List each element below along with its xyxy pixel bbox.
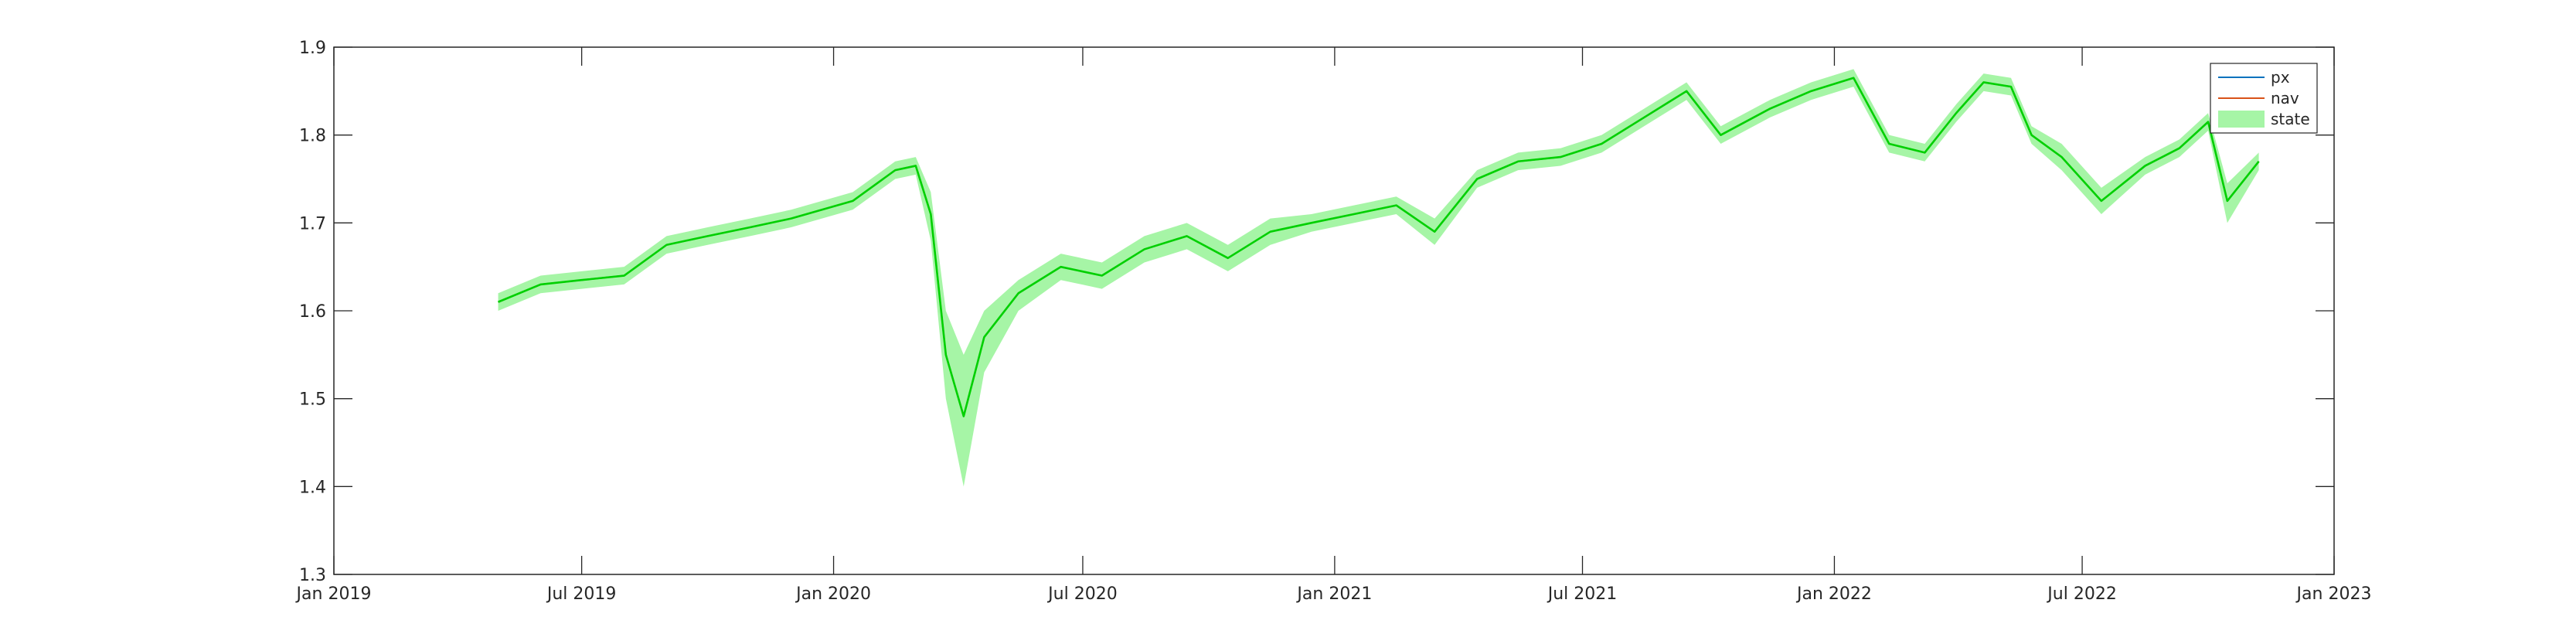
x-tick-label: Jul 2022 [2046,584,2117,604]
legend-px-label: px [2271,68,2290,87]
y-tick-label: 1.4 [299,478,326,497]
plot-area [334,47,2334,574]
y-tick-label: 1.6 [299,302,326,322]
tick-mark-layer [333,46,2335,575]
x-tick-label: Jan 2020 [795,584,871,604]
x-tick-label: Jan 2019 [295,584,372,604]
y-tick-label: 1.7 [299,214,326,233]
x-tick-label: Jan 2023 [2295,584,2372,604]
y-axis-tick-labels: 1.3 1.4 1.5 1.6 1.7 1.8 1.9 [299,39,326,585]
x-tick-label: Jul 2021 [1547,584,1618,604]
x-tick-label: Jan 2022 [1795,584,1872,604]
series-line-layer [498,77,2260,417]
x-tick-label: Jan 2021 [1295,584,1372,604]
x-axis-tick-labels: Jan 2019 Jul 2019 Jan 2020 Jul 2020 Jan 2021… [295,584,2372,604]
y-tick-label: 1.8 [299,127,326,146]
y-tick-label: 1.5 [299,390,326,410]
y-tick-label: 1.9 [299,39,326,58]
x-tick-label: Jul 2020 [1046,584,1118,604]
legend-state-label: state [2271,110,2310,128]
y-tick-label: 1.3 [299,566,326,585]
series-line-state [498,77,2260,417]
x-tick-label: Jul 2019 [546,584,617,604]
legend-state-swatch [2218,111,2265,128]
legend: px nav state [2210,63,2318,134]
legend-nav-label: nav [2271,89,2299,107]
